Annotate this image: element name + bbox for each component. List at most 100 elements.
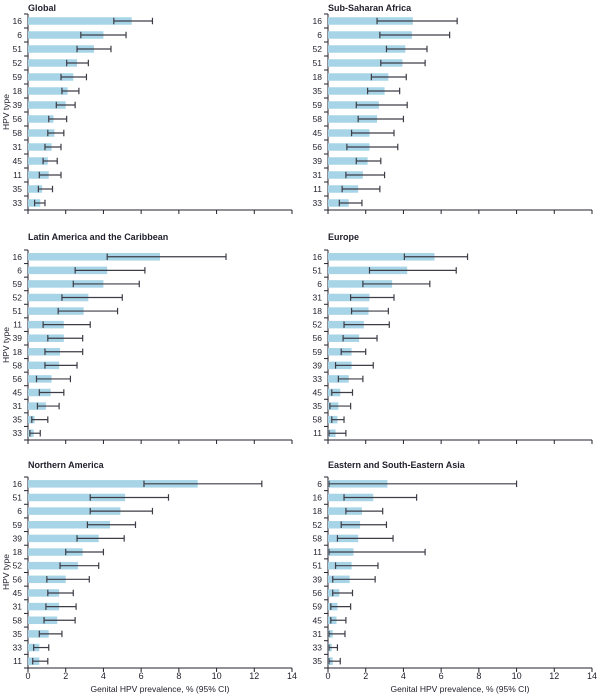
category-label: 33: [13, 643, 23, 653]
x-tick-label: 6: [439, 671, 444, 681]
panel-title: Global: [28, 3, 56, 13]
category-label: 31: [313, 170, 323, 180]
category-label: 39: [313, 156, 323, 166]
category-label: 11: [313, 428, 322, 438]
bar: [28, 171, 49, 179]
category-label: 58: [13, 128, 23, 138]
category-label: 6: [317, 279, 322, 289]
category-label: 18: [313, 506, 323, 516]
x-tick-label: 12: [249, 671, 259, 681]
chart-europe: Europe 16 51 6 31 18 52 56 59 39 33 45 35 58 11: [313, 232, 593, 444]
category-label: 11: [13, 656, 22, 666]
plot-area: 16 6 52 51 18 35 59 58 45 56 39 31 11 33: [313, 13, 593, 214]
y-axis-label: HPV type: [1, 327, 11, 363]
panel-latin-america: Latin America and the Caribbean HPV type…: [0, 228, 300, 460]
chart-northern-america: Northern America HPV type Genital HPV pr…: [1, 460, 297, 694]
plot-area: 16 51 6 31 18 52 56 59 39 33 45 35 58 11: [313, 249, 593, 444]
category-label: 35: [313, 656, 323, 666]
x-tick-label: 10: [512, 671, 522, 681]
category-label: 35: [313, 86, 323, 96]
bar: [328, 253, 435, 261]
bar: [28, 59, 78, 67]
category-label: 52: [13, 561, 23, 571]
plot-area: 0 2 4 6 8 10 12 14 6 16 18 52 58 11 51 39 56 59 45 31 33 35: [313, 476, 597, 681]
panel-eastern-asia: Eastern and South-Eastern Asia Genital H…: [300, 460, 600, 700]
bar: [28, 534, 99, 543]
category-label: 33: [13, 428, 23, 438]
bar: [28, 561, 78, 570]
category-label: 52: [13, 58, 23, 68]
category-label: 39: [13, 100, 23, 110]
bar: [28, 630, 49, 638]
x-tick-label: 0: [325, 671, 330, 681]
category-label: 52: [313, 320, 323, 330]
category-label: 6: [17, 265, 22, 275]
panel-title: Latin America and the Caribbean: [28, 232, 168, 242]
category-label: 18: [13, 347, 23, 357]
chart-sub-saharan-africa: Sub-Saharan Africa 16 6 52 51 18 35 59 58 45 56 39…: [313, 3, 593, 214]
bar: [328, 507, 362, 515]
category-label: 35: [13, 629, 23, 639]
category-label: 11: [13, 170, 22, 180]
bar: [28, 348, 61, 356]
category-label: 6: [317, 479, 322, 489]
category-label: 39: [313, 574, 323, 584]
category-label: 31: [313, 629, 323, 639]
bar: [328, 293, 370, 302]
category-label: 51: [313, 58, 323, 68]
bar: [328, 129, 370, 137]
bar: [28, 589, 60, 597]
category-label: 33: [13, 198, 23, 208]
category-label: 6: [17, 30, 22, 40]
bar: [328, 87, 385, 95]
category-label: 31: [13, 602, 23, 612]
category-label: 31: [13, 142, 23, 152]
category-label: 59: [313, 100, 323, 110]
category-label: 18: [313, 306, 323, 316]
x-tick-label: 4: [401, 671, 406, 681]
bar: [28, 307, 84, 315]
category-label: 45: [313, 388, 323, 398]
bar: [28, 616, 58, 624]
panel-title: Sub-Saharan Africa: [328, 3, 412, 13]
category-label: 52: [13, 293, 23, 303]
figure-row-3: Northern America HPV type Genital HPV pr…: [0, 460, 600, 700]
bar: [328, 73, 389, 81]
category-label: 16: [13, 252, 23, 262]
x-axis-label: Genital HPV prevalence, % (95% CI): [391, 684, 530, 694]
figure-row-2: Latin America and the Caribbean HPV type…: [0, 228, 600, 460]
bar: [28, 101, 66, 109]
category-label: 51: [13, 492, 23, 502]
category-label: 56: [13, 114, 23, 124]
plot-area: 16 6 59 52 51 11 39 18 58 56 45 31 35 33: [13, 249, 293, 444]
x-axis-label: Genital HPV prevalence, % (95% CI): [91, 684, 230, 694]
category-label: 59: [13, 72, 23, 82]
category-label: 6: [317, 30, 322, 40]
bar: [328, 348, 352, 356]
category-label: 18: [13, 86, 23, 96]
category-label: 31: [313, 293, 323, 303]
bar: [28, 521, 111, 529]
bar: [328, 115, 378, 123]
x-tick-label: 14: [587, 671, 597, 681]
bar: [28, 17, 132, 25]
bar: [28, 507, 121, 515]
panel-sub-saharan-africa: Sub-Saharan Africa 16 6 52 51 18 35 59 58 45 56 39…: [300, 0, 600, 228]
x-tick-label: 8: [476, 671, 481, 681]
category-label: 16: [313, 252, 323, 262]
x-tick-label: 8: [176, 671, 181, 681]
bar: [28, 493, 126, 502]
bar: [28, 129, 55, 137]
bar: [328, 157, 368, 165]
bar: [328, 101, 379, 109]
plot-area: 16 6 51 52 59 18 39 56 58 31 45 11 35 33: [13, 13, 293, 214]
bar: [328, 307, 369, 315]
category-label: 33: [313, 374, 323, 384]
category-label: 16: [13, 479, 23, 489]
bar: [28, 115, 54, 123]
category-label: 39: [13, 533, 23, 543]
category-label: 11: [13, 320, 22, 330]
category-label: 39: [313, 360, 323, 370]
bar: [28, 87, 68, 95]
